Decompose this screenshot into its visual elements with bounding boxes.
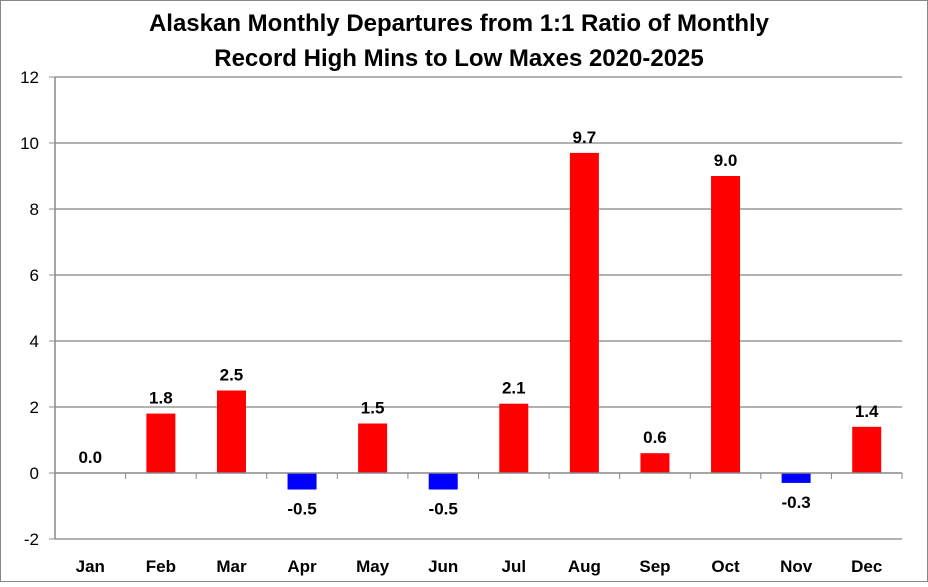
- data-label-may: 1.5: [361, 399, 385, 418]
- bar-dec: [852, 426, 882, 473]
- y-tick-label: 0: [30, 464, 39, 483]
- x-tick-label: Dec: [851, 557, 882, 576]
- data-label-dec: 1.4: [855, 402, 879, 421]
- x-tick-label: Mar: [216, 557, 247, 576]
- x-tick-label: Apr: [287, 557, 317, 576]
- x-axis-tick-labels: Jan Feb Mar Apr May Jun Jul Aug Sep Oct Nov Dec: [76, 557, 883, 576]
- data-label-jul: 2.1: [502, 379, 526, 398]
- data-label-jun: -0.5: [429, 500, 458, 519]
- bar-jul: [499, 403, 529, 473]
- y-tick-label: 6: [30, 266, 39, 285]
- bar-may: [358, 423, 388, 473]
- x-tick-label: Nov: [780, 557, 813, 576]
- x-tick-label: Aug: [568, 557, 601, 576]
- bars: [146, 152, 882, 490]
- bar-sep: [640, 453, 670, 473]
- bar-apr: [287, 473, 317, 490]
- x-tick-label: Sep: [639, 557, 670, 576]
- y-tick-label: 8: [30, 200, 39, 219]
- axes: [54, 77, 903, 539]
- data-label-apr: -0.5: [287, 500, 316, 519]
- bar-mar: [216, 390, 246, 473]
- x-tick-label: May: [356, 557, 390, 576]
- data-label-nov: -0.3: [781, 493, 810, 512]
- y-axis-tick-labels: -2 0 2 4 6 8 10 12: [20, 68, 39, 549]
- data-label-sep: 0.6: [643, 428, 667, 447]
- data-labels: 0.0 1.8 2.5 -0.5 1.5 -0.5 2.1 9.7 0.6 9.0 -0.3 1.4: [78, 128, 879, 519]
- data-label-mar: 2.5: [220, 366, 244, 385]
- data-label-oct: 9.0: [714, 151, 738, 170]
- chart-subtitle: Record High Mins to Low Maxes 2020-2025: [214, 45, 703, 72]
- x-tick-label: Feb: [146, 557, 176, 576]
- data-label-jan: 0.0: [78, 448, 102, 467]
- bar-nov: [781, 473, 811, 483]
- data-label-aug: 9.7: [573, 128, 597, 147]
- y-tick-label: 12: [20, 68, 39, 87]
- x-tick-label: Oct: [711, 557, 740, 576]
- x-tick-label: Jun: [428, 557, 458, 576]
- bar-oct: [711, 176, 741, 473]
- data-label-feb: 1.8: [149, 389, 173, 408]
- bar-feb: [146, 413, 176, 473]
- bar-jun: [428, 473, 458, 490]
- y-tick-label: 10: [20, 134, 39, 153]
- y-tick-label: 2: [30, 398, 39, 417]
- chart-title: Alaskan Monthly Departures from 1:1 Rati…: [149, 10, 770, 37]
- bar-aug: [569, 152, 599, 473]
- gridlines: [49, 76, 902, 540]
- x-tick-label: Jan: [76, 557, 105, 576]
- y-tick-label: -2: [24, 530, 39, 549]
- y-tick-label: 4: [30, 332, 39, 351]
- x-tick-label: Jul: [502, 557, 527, 576]
